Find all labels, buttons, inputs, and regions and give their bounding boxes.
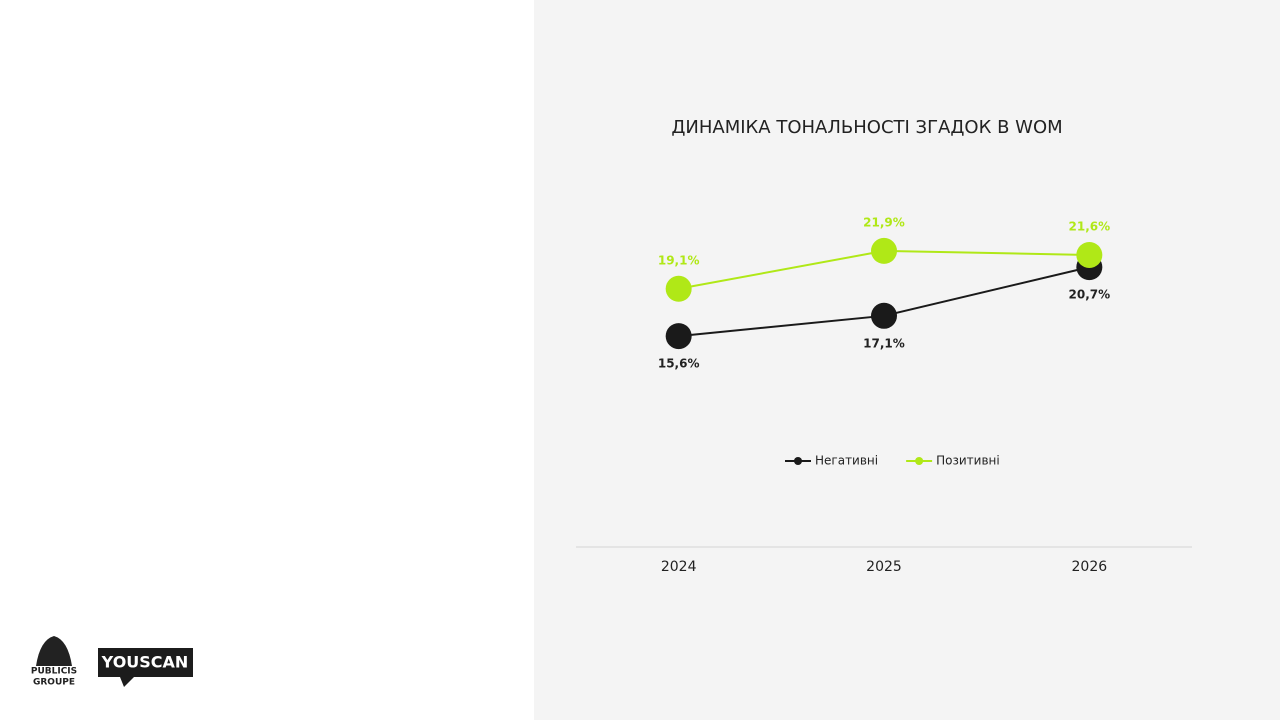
marker	[1076, 241, 1103, 268]
logo-text: YOUSCAN	[101, 653, 189, 672]
publicis-logo: PUBLICIS GROUPE	[31, 636, 77, 688]
logo-text: PUBLICIS	[31, 667, 77, 677]
lion-icon	[36, 636, 72, 666]
data-label: 15,6%	[658, 357, 700, 371]
logo-box	[98, 648, 193, 677]
left-panel	[0, 0, 534, 720]
youscan-logo: YOUSCAN	[98, 648, 193, 687]
marker	[871, 302, 897, 329]
data-label: 19,1%	[658, 253, 700, 267]
logo-text: GROUPE	[33, 678, 75, 688]
x-tick-label: 2025	[866, 559, 902, 575]
data-label: 21,6%	[1069, 219, 1111, 233]
data-label: 17,1%	[863, 336, 905, 350]
data-label: 21,9%	[863, 215, 905, 229]
chart-title: ДИНАМІКА ТОНАЛЬНОСТІ ЗГАДОК В WOM	[671, 117, 1062, 138]
marker	[665, 275, 692, 302]
data-label: 20,7%	[1069, 288, 1111, 302]
right-panel	[534, 0, 1280, 720]
legend-marker	[794, 457, 802, 465]
legend-label: Негативні	[815, 454, 878, 468]
x-tick-label: 2026	[1072, 559, 1108, 575]
legend-label: Позитивні	[936, 454, 1000, 468]
marker	[871, 237, 897, 264]
legend-marker	[915, 457, 924, 465]
x-tick-label: 2024	[661, 559, 697, 575]
marker	[665, 323, 692, 350]
logo-tail	[120, 677, 134, 687]
